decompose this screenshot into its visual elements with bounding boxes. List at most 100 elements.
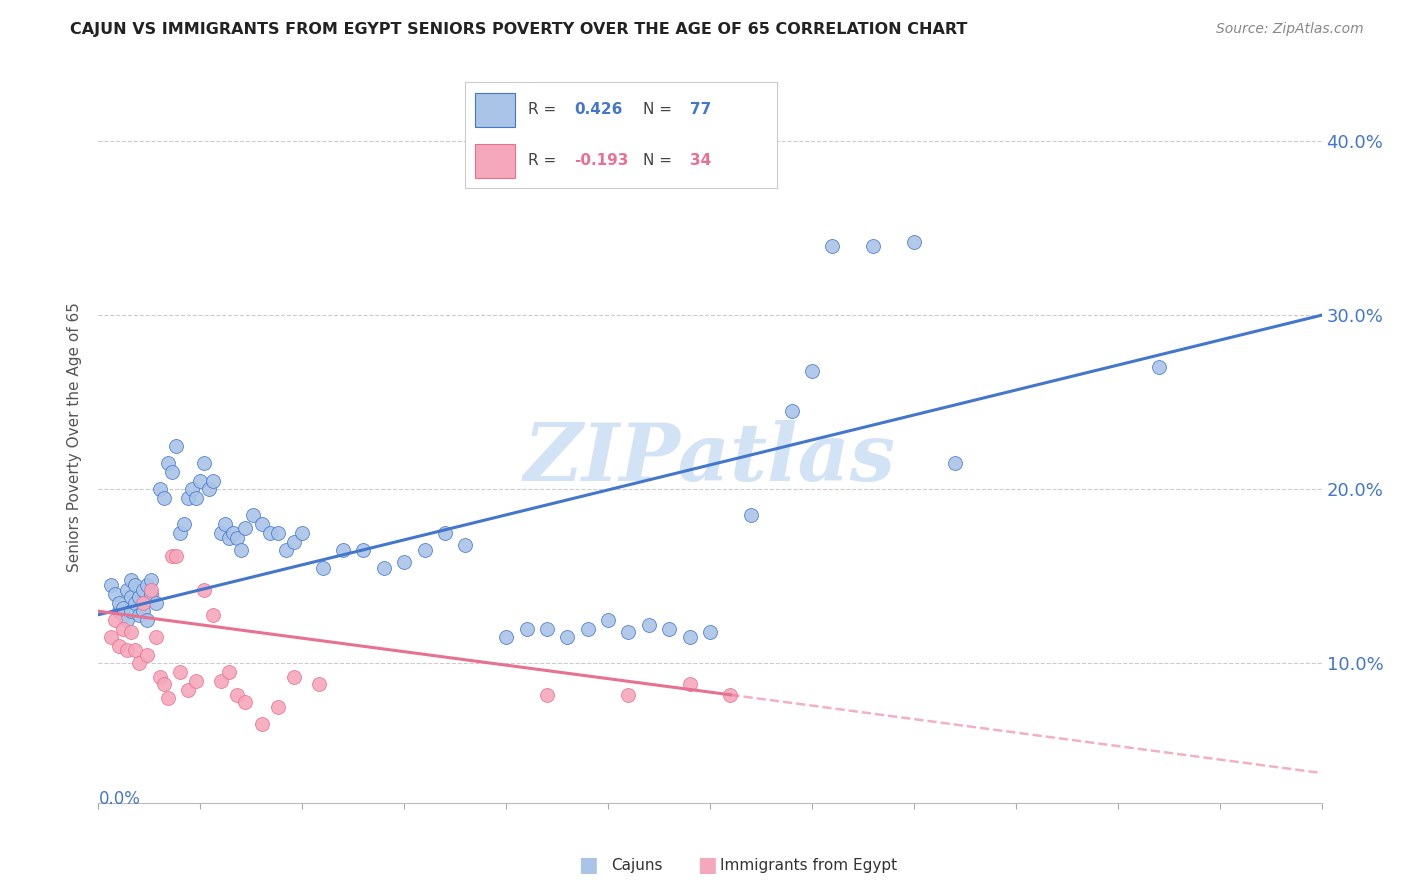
Point [120,625,142,640]
Point [226,531,249,545]
Point [699,625,721,640]
Point [218,531,240,545]
Point [250,517,273,532]
Point [312,560,335,574]
Point [308,677,330,691]
Point [943,456,966,470]
Point [193,583,215,598]
Point [111,622,134,636]
Point [250,717,273,731]
Point [267,525,290,540]
Point [283,670,305,684]
Point [373,560,395,574]
Point [100,578,122,592]
Point [141,587,163,601]
Text: Cajuns: Cajuns [612,858,664,872]
Point [173,517,195,532]
Point [274,543,297,558]
Point [108,604,131,618]
Point [201,474,224,488]
Point [141,583,163,598]
Point [104,613,127,627]
Point [120,573,142,587]
Point [214,517,236,532]
Point [557,631,579,645]
Point [165,549,187,563]
Point [780,404,803,418]
Point [169,665,191,680]
Point [617,625,640,640]
Point [104,587,127,601]
Point [124,642,146,657]
Point [495,631,517,645]
Point [145,631,167,645]
Point [658,622,681,636]
Point [136,648,159,662]
Point [1147,360,1170,375]
Text: ■: ■ [578,855,598,875]
Point [149,670,172,684]
Point [862,238,884,252]
Point [152,677,174,691]
Point [160,465,183,479]
Point [740,508,762,523]
Point [536,688,558,702]
Point [638,618,661,632]
Y-axis label: Seniors Poverty Over the Age of 65: Seniors Poverty Over the Age of 65 [67,302,83,572]
Point [720,688,742,702]
Point [226,688,249,702]
Point [679,677,702,691]
Point [124,578,146,592]
Text: Source: ZipAtlas.com: Source: ZipAtlas.com [1216,22,1364,37]
Point [120,591,142,605]
Text: CAJUN VS IMMIGRANTS FROM EGYPT SENIORS POVERTY OVER THE AGE OF 65 CORRELATION CH: CAJUN VS IMMIGRANTS FROM EGYPT SENIORS P… [70,22,967,37]
Point [267,700,290,714]
Point [177,682,200,697]
Point [598,613,620,627]
Point [332,543,354,558]
Point [516,622,538,636]
Point [454,538,477,552]
Point [132,583,155,598]
Point [536,622,558,636]
Point [576,622,599,636]
Point [291,525,314,540]
Point [186,673,208,688]
Point [111,607,134,622]
Point [124,595,146,609]
Point [115,613,138,627]
Point [617,688,640,702]
Point [233,695,256,709]
Point [177,491,200,505]
Point [801,364,824,378]
Point [108,595,131,609]
Point [181,483,204,497]
Point [218,665,240,680]
Point [115,583,138,598]
Text: ZIPatlas: ZIPatlas [524,420,896,498]
Point [152,491,174,505]
Point [821,238,844,252]
Point [242,508,264,523]
Text: Immigrants from Egypt: Immigrants from Egypt [720,858,897,872]
Point [188,474,212,488]
Point [231,543,253,558]
Point [149,483,172,497]
Point [434,525,457,540]
Point [136,578,159,592]
Point [392,556,416,570]
Point [120,604,142,618]
Point [233,521,256,535]
Point [209,673,232,688]
Point [903,235,925,249]
Point [283,534,305,549]
Point [115,642,138,657]
Point [209,525,232,540]
Point [201,607,224,622]
Point [128,591,150,605]
Point [160,549,183,563]
Point [132,595,155,609]
Point [165,439,187,453]
Text: ■: ■ [697,855,717,875]
Point [100,631,122,645]
